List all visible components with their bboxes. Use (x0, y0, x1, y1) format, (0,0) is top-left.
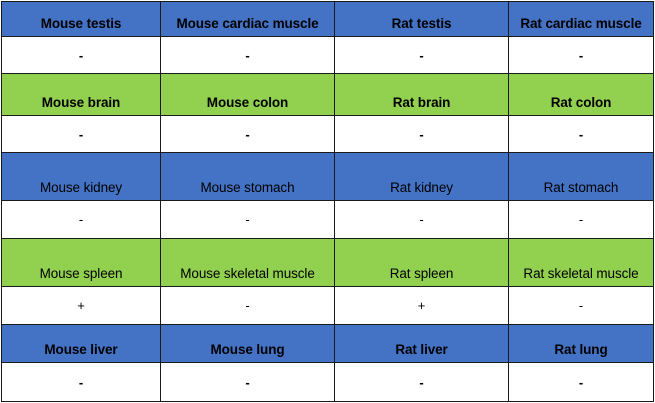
result-cell: + (1, 287, 161, 325)
tissue-label-cell: Rat liver (335, 325, 509, 363)
result-row: ---- (1, 363, 654, 402)
result-cell: - (335, 201, 509, 239)
result-cell: - (335, 37, 509, 74)
tissue-label-row: Mouse testis Mouse cardiac muscle Rat test… (1, 1, 654, 37)
result-cell: - (1, 37, 161, 74)
result-cell: - (509, 201, 654, 239)
result-cell: - (509, 287, 654, 325)
result-cell: - (161, 37, 335, 74)
tissue-label-cell: Mouse cardiac muscle (161, 1, 335, 37)
result-cell: - (1, 201, 161, 239)
tissue-label-cell: Mouse skeletal muscle (161, 239, 335, 287)
tissue-label-cell: Rat testis (335, 1, 509, 37)
tissue-label-cell: Rat kidney (335, 153, 509, 201)
tissue-label-cell: Mouse brain (1, 74, 161, 116)
result-cell: - (335, 116, 509, 153)
result-cell: - (509, 37, 654, 74)
tissue-label-row: Mouse brain Mouse colon Rat brain Rat colon (1, 74, 654, 116)
tissue-label-cell: Rat brain (335, 74, 509, 116)
result-cell: - (161, 363, 335, 402)
tissue-label-cell: Mouse testis (1, 1, 161, 37)
result-cell: - (1, 116, 161, 153)
result-cell: - (161, 287, 335, 325)
result-cell: - (509, 116, 654, 153)
result-cell: - (161, 116, 335, 153)
tissue-label-row: Mouse spleen Mouse skeletal muscle Rat spl… (1, 239, 654, 287)
tissue-label-cell: Mouse colon (161, 74, 335, 116)
tissue-label-cell: Rat lung (509, 325, 654, 363)
tissue-label-cell: Mouse stomach (161, 153, 335, 201)
tissue-label-cell: Mouse liver (1, 325, 161, 363)
tissue-label-cell: Mouse kidney (1, 153, 161, 201)
tissue-label-cell: Rat skeletal muscle (509, 239, 654, 287)
tissue-label-cell: Rat stomach (509, 153, 654, 201)
tissue-label-cell: Mouse spleen (1, 239, 161, 287)
result-row: ---- (1, 116, 654, 153)
tissue-label-row: Mouse liver Mouse lung Rat liver Rat lung (1, 325, 654, 363)
tissue-label-cell: Rat colon (509, 74, 654, 116)
tissue-label-cell: Mouse lung (161, 325, 335, 363)
tissue-label-cell: Rat cardiac muscle (509, 1, 654, 37)
result-cell: + (335, 287, 509, 325)
result-cell: - (335, 363, 509, 402)
result-cell: - (161, 201, 335, 239)
tissue-label-row: Mouse kidney Mouse stomach Rat kidney Rat s… (1, 153, 654, 201)
result-row: ---- (1, 37, 654, 74)
result-row: ---- (1, 201, 654, 239)
result-cell: - (509, 363, 654, 402)
tissue-label-cell: Rat spleen (335, 239, 509, 287)
result-cell: - (1, 363, 161, 402)
result-row: + - + - (1, 287, 654, 325)
